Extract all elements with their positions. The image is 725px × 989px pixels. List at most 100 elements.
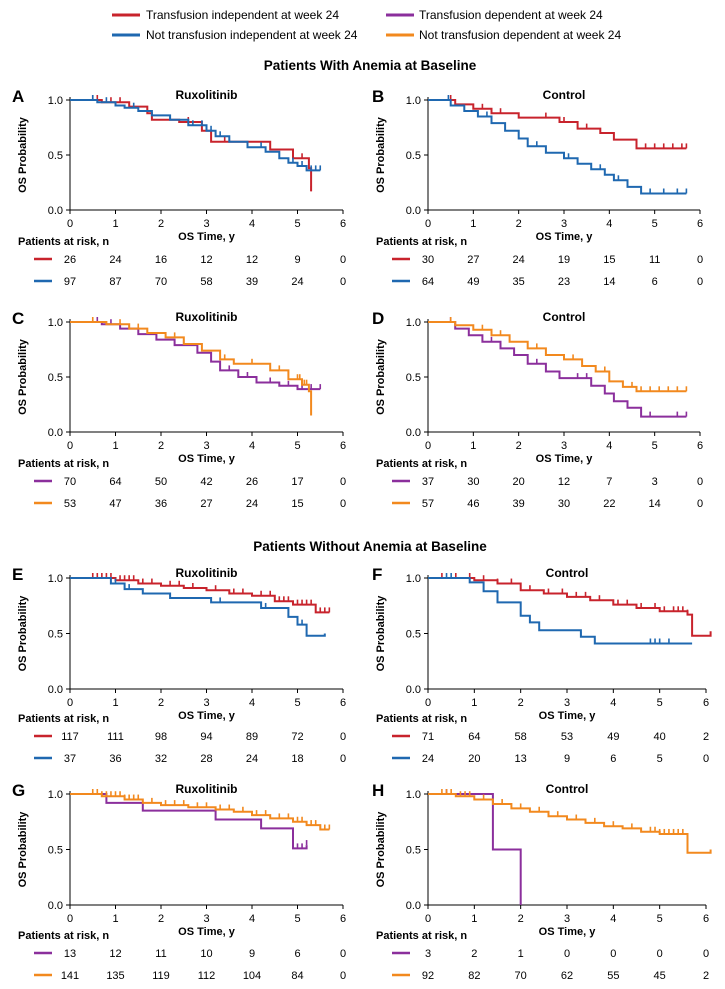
at-risk-value: 11 [155,948,166,960]
at-risk-value: 35 [513,276,525,288]
at-risk-value: 2 [703,731,709,743]
at-risk-value: 26 [246,476,258,488]
x-axis-label: OS Time, y [178,231,236,243]
section-title-anemia: Patients With Anemia at Baseline [264,58,477,73]
survival-curve [428,793,712,854]
x-tick-label: 3 [561,440,567,452]
at-risk-value: 92 [422,970,434,982]
at-risk-value: 32 [155,753,167,765]
y-tick-label: 1.0 [48,789,63,801]
y-tick-label: 1.0 [406,573,421,585]
at-risk-value: 24 [246,498,258,510]
at-risk-value: 39 [513,498,525,510]
survival-curve [428,577,712,637]
survival-curve [70,793,308,850]
at-risk-row: 3 2 1 0 0 0 0 [392,948,709,960]
panel-title: Control [546,566,589,580]
at-risk-value: 24 [513,254,525,266]
series-2 [428,789,712,854]
at-risk-value: 24 [422,753,434,765]
x-tick-label: 0 [67,218,73,230]
x-tick-label: 1 [471,697,477,709]
at-risk-row: 71 64 58 53 49 40 2 [392,731,709,743]
x-tick-label: 2 [158,218,164,230]
x-tick-label: 1 [112,440,118,452]
x-tick-label: 6 [697,218,703,230]
at-risk-value: 0 [340,254,346,266]
at-risk-value: 53 [561,731,573,743]
x-tick-label: 6 [340,697,346,709]
at-risk-value: 70 [515,970,527,982]
at-risk-value: 20 [468,753,480,765]
at-risk-value: 12 [246,254,258,266]
x-tick-label: 5 [294,218,300,230]
at-risk-value: 37 [422,476,434,488]
x-tick-label: 2 [158,697,164,709]
at-risk-value: 9 [249,948,255,960]
at-risk-value: 15 [291,498,303,510]
at-risk-value: 26 [64,254,76,266]
x-tick-label: 5 [294,913,300,925]
at-risk-value: 0 [340,276,346,288]
panel-f: F Control 0.0 0.5 1.0 0 1 2 3 4 5 6 OS Time, y OS Pro… [372,565,712,765]
at-risk-value: 2 [471,948,477,960]
x-tick-label: 2 [518,697,524,709]
at-risk-value: 9 [564,753,570,765]
at-risk-value: 0 [703,753,709,765]
at-risk-header: Patients at risk, n [376,458,467,470]
at-risk-value: 3 [425,948,431,960]
at-risk-value: 71 [422,731,434,743]
at-risk-value: 0 [697,254,703,266]
at-risk-value: 14 [649,498,661,510]
series-2 [70,789,331,831]
survival-curve [70,577,326,637]
at-risk-value: 87 [109,276,121,288]
at-risk-value: 49 [467,276,479,288]
x-tick-label: 0 [67,913,73,925]
x-tick-label: 4 [606,440,612,452]
at-risk-value: 47 [109,498,121,510]
y-axis-label: OS Probability [375,338,387,415]
at-risk-row: 57 46 39 30 22 14 0 [392,498,703,510]
at-risk-value: 11 [649,254,660,266]
at-risk-value: 27 [200,498,212,510]
x-tick-label: 5 [657,913,663,925]
y-tick-label: 1.0 [48,317,63,329]
y-tick-label: 0.5 [406,629,421,641]
at-risk-value: 1 [518,948,524,960]
y-tick-label: 0.5 [48,372,63,384]
at-risk-row: 141 135 119 112 104 84 0 [34,970,346,982]
x-tick-label: 1 [112,218,118,230]
at-risk-value: 58 [515,731,527,743]
x-tick-label: 0 [425,218,431,230]
at-risk-value: 19 [558,254,570,266]
series-2 [70,95,322,172]
panel-title: Ruxolitinib [176,310,238,324]
series-1 [428,573,712,637]
at-risk-value: 30 [558,498,570,510]
legend-label-ntd: Not transfusion dependent at week 24 [419,28,621,42]
x-tick-label: 1 [112,697,118,709]
y-axis-label: OS Probability [17,338,29,415]
x-tick-label: 5 [657,697,663,709]
at-risk-value: 49 [607,731,619,743]
y-tick-label: 0.0 [48,205,63,217]
x-tick-label: 2 [158,440,164,452]
at-risk-value: 0 [340,476,346,488]
at-risk-value: 46 [467,498,479,510]
y-axis-label: OS Probability [375,116,387,193]
survival-curve [70,321,321,391]
at-risk-row: 37 30 20 12 7 3 0 [392,476,703,488]
x-axis-label: OS Time, y [539,926,597,938]
x-tick-label: 2 [516,440,522,452]
survival-curve [70,99,313,192]
at-risk-row: 70 64 50 42 26 17 0 [34,476,346,488]
x-axis-label: OS Time, y [178,926,236,938]
panel-letter: F [372,565,382,584]
y-tick-label: 0.5 [48,845,63,857]
x-tick-label: 3 [561,218,567,230]
at-risk-value: 3 [652,476,658,488]
x-tick-label: 6 [697,440,703,452]
x-tick-label: 6 [703,697,709,709]
